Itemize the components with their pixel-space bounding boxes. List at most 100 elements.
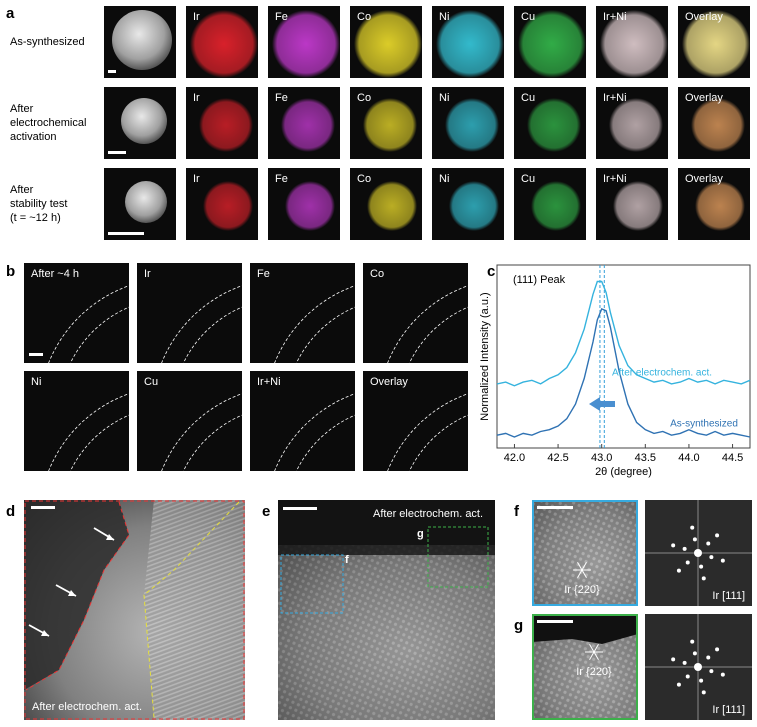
haadf-image xyxy=(104,87,176,159)
eds-map: Co xyxy=(350,87,422,159)
stem-image: f g After electrochem. act. xyxy=(278,500,495,720)
row-label: electrochemical xyxy=(10,117,86,129)
eds-map: Ir xyxy=(137,263,242,363)
plot-frame xyxy=(496,264,751,449)
channel-label: Ni xyxy=(439,11,449,23)
haadf-image xyxy=(104,168,176,240)
annotation: Ir {220} xyxy=(576,666,612,678)
x-tick-label: 42.0 xyxy=(504,452,525,464)
channel-label: Co xyxy=(357,11,371,23)
channel-label: Overlay xyxy=(685,92,723,104)
panel-label: c xyxy=(487,263,495,280)
eds-map: Ir+Ni xyxy=(596,87,668,159)
panel-label: e xyxy=(262,503,270,520)
eds-map: Ir xyxy=(186,6,258,78)
y-axis-label: Normalized Intensity (a.u.) xyxy=(479,292,491,420)
eds-map: Overlay xyxy=(363,371,468,471)
channel-label: Ni xyxy=(439,173,449,185)
tile-label: Ir xyxy=(144,268,151,280)
eds-map: Ir+Ni xyxy=(596,6,668,78)
chart-title: (111) Peak xyxy=(513,274,566,286)
channel-label: Ir+Ni xyxy=(603,173,627,185)
x-tick-label: 43.0 xyxy=(591,452,612,464)
row-label: activation xyxy=(10,131,56,143)
panel-label: g xyxy=(514,617,523,634)
eds-map: Overlay xyxy=(678,6,750,78)
eds-map: Ni xyxy=(432,6,504,78)
channel-label: Ir xyxy=(193,173,200,185)
eds-map: Ni xyxy=(432,87,504,159)
legend-label: As-synthesized xyxy=(670,419,738,430)
caption: After electrochem. act. xyxy=(373,508,483,520)
eds-map: Co xyxy=(350,6,422,78)
annotation: Ir {220} xyxy=(564,584,600,596)
eds-map: Cu xyxy=(514,168,586,240)
zone-axis: Ir [111] xyxy=(712,590,745,602)
eds-map: Co xyxy=(363,263,468,363)
row-label: (t = ~12 h) xyxy=(10,212,61,224)
row-label: As-synthesized xyxy=(10,36,85,48)
panel-label: b xyxy=(6,263,15,280)
channel-label: Fe xyxy=(275,11,288,23)
line-series xyxy=(496,280,751,387)
tile-label: Ir+Ni xyxy=(257,376,281,388)
channel-label: Fe xyxy=(275,173,288,185)
eds-map: Ni xyxy=(24,371,129,471)
zone-axis: Ir [111] xyxy=(712,704,745,716)
line-series xyxy=(496,307,751,438)
x-tick-label: 43.5 xyxy=(635,452,656,464)
eds-map: Cu xyxy=(514,6,586,78)
tile-label: Ni xyxy=(31,376,41,388)
legend-label: After electrochem. act. xyxy=(612,368,712,379)
x-tick-label: 44.5 xyxy=(722,452,743,464)
eds-map: Cu xyxy=(137,371,242,471)
x-tick-label: 42.5 xyxy=(547,452,568,464)
eds-map: After ~4 h xyxy=(24,263,129,363)
channel-label: Ir+Ni xyxy=(603,11,627,23)
x-axis-label: 2θ (degree) xyxy=(595,466,652,478)
fft-image: Ir [111] xyxy=(645,614,752,720)
tile-label: Co xyxy=(370,268,384,280)
tile-label: Fe xyxy=(257,268,270,280)
channel-label: Cu xyxy=(521,11,535,23)
eds-map: Overlay xyxy=(678,87,750,159)
panel-label: d xyxy=(6,503,15,520)
tile-label: Overlay xyxy=(370,376,408,388)
panel-label: a xyxy=(6,5,15,22)
eds-map: Fe xyxy=(268,6,340,78)
x-tick-label: 44.0 xyxy=(678,452,699,464)
eds-map: Ir+Ni xyxy=(250,371,355,471)
shift-arrow xyxy=(589,397,615,411)
box-label: f xyxy=(345,554,349,566)
fft-image: Ir [111] xyxy=(645,500,752,606)
hrtem-image: Ir {220} xyxy=(532,500,638,606)
eds-map: Co xyxy=(350,168,422,240)
row-label: After xyxy=(10,184,34,196)
channel-label: Overlay xyxy=(685,11,723,23)
channel-label: Ir xyxy=(193,92,200,104)
haadf-image xyxy=(104,6,176,78)
eds-map: Fe xyxy=(268,168,340,240)
eds-map: Ir xyxy=(186,87,258,159)
eds-map: Ir+Ni xyxy=(596,168,668,240)
eds-map: Overlay xyxy=(678,168,750,240)
channel-label: Ir xyxy=(193,11,200,23)
channel-label: Fe xyxy=(275,92,288,104)
tile-label: After ~4 h xyxy=(31,268,79,280)
eds-map: Ir xyxy=(186,168,258,240)
eds-map: Cu xyxy=(514,87,586,159)
row-label: After xyxy=(10,103,34,115)
stem-image: After electrochem. act. xyxy=(24,500,245,720)
hrtem-image: Ir {220} xyxy=(532,614,638,720)
channel-label: Ir+Ni xyxy=(603,92,627,104)
eds-map: Fe xyxy=(268,87,340,159)
channel-label: Cu xyxy=(521,173,535,185)
channel-label: Co xyxy=(357,173,371,185)
eds-map: Ni xyxy=(432,168,504,240)
channel-label: Overlay xyxy=(685,173,723,185)
box-label: g xyxy=(417,528,424,540)
eds-map: Fe xyxy=(250,263,355,363)
panel-label: f xyxy=(514,503,520,520)
row-label: stability test xyxy=(10,198,67,210)
channel-label: Ni xyxy=(439,92,449,104)
